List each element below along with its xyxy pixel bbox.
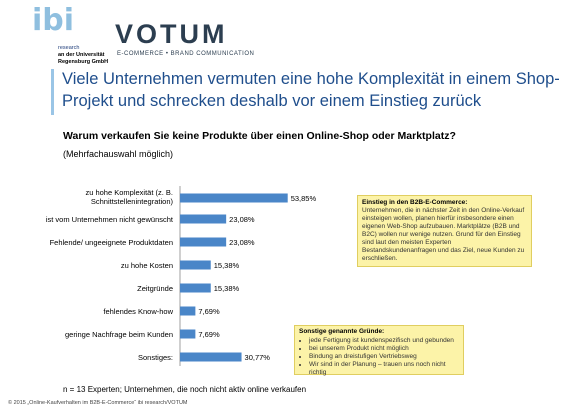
slide-title: Viele Unternehmen vermuten eine hohe Kom… — [62, 70, 560, 110]
category-label: fehlendes Know-how — [103, 307, 173, 316]
votum-logo: VOTUM — [115, 19, 228, 49]
category-label: ist vom Unternehmen nicht gewünscht — [46, 215, 174, 224]
category-label: Fehlende/ ungeeignete Produktdaten — [50, 238, 173, 247]
bar — [180, 352, 242, 362]
votum-tagline: E-COMMERCE • BRAND COMMUNICATION — [117, 51, 255, 57]
bar-value-label: 15,38% — [214, 284, 240, 293]
bar — [180, 329, 196, 339]
bar-value-label: 7,69% — [198, 307, 220, 316]
bar — [180, 193, 288, 203]
bar-value-label: 23,08% — [229, 238, 255, 247]
bar — [180, 306, 196, 316]
bar-value-label: 53,85% — [291, 194, 317, 203]
ibi-subtitle: research an der Universität Regensburg G… — [58, 45, 108, 66]
bar-value-label: 23,08% — [229, 215, 255, 224]
ibi-line-research: research — [58, 45, 80, 51]
ibi-line-university: an der Universität — [58, 52, 105, 58]
ibi-logo: ibi — [32, 3, 75, 38]
bar — [180, 260, 211, 270]
other-reason-item: bei unserem Produkt nicht möglich — [309, 345, 459, 353]
info-box-text: Unternehmen, die in nächster Zeit in den… — [362, 207, 525, 262]
category-label: geringe Nachfrage beim Kunden — [65, 330, 173, 339]
info-box-other-reasons: Sonstige genannte Gründe: jede Fertigung… — [294, 325, 464, 377]
other-reasons-list: jede Fertigung ist kundenspezifisch und … — [299, 337, 459, 377]
category-label: Sonstiges: — [138, 353, 173, 362]
other-reason-item: Bindung an dreistufigen Vertriebsweg — [309, 353, 459, 361]
copyright: © 2015 „Online-Kaufverhalten im B2B-E-Co… — [8, 400, 188, 406]
sample-note: n = 13 Experten; Unternehmen, die noch n… — [63, 385, 307, 394]
info-box-title: Einstieg in den B2B-E-Commerce: — [362, 199, 468, 206]
category-label: zu hohe Kosten — [121, 261, 173, 270]
bar-value-label: 7,69% — [198, 330, 220, 339]
info-box-b2b-entry: Einstieg in den B2B-E-Commerce: Unterneh… — [357, 195, 532, 267]
other-reasons-title: Sonstige genannte Gründe: — [299, 328, 385, 335]
bar — [180, 214, 227, 224]
bar-value-label: 15,38% — [214, 261, 240, 270]
survey-subquestion: (Mehrfachauswahl möglich) — [63, 149, 174, 159]
category-label: Schnittstellenintegration) — [91, 197, 174, 206]
category-label: Zeitgründe — [137, 284, 173, 293]
other-reason-item: jede Fertigung ist kundenspezifisch und … — [309, 337, 459, 345]
bar-value-label: 30,77% — [245, 353, 271, 362]
bar — [180, 283, 211, 293]
title-accent-bar — [51, 69, 54, 115]
category-label: zu hohe Komplexität (z. B. — [85, 188, 173, 197]
bar — [180, 237, 227, 247]
survey-question: Warum verkaufen Sie keine Produkte über … — [63, 130, 456, 142]
other-reason-item: Wir sind in der Planung – trauen uns noc… — [309, 361, 459, 377]
ibi-line-gmbh: Regensburg GmbH — [58, 59, 109, 65]
